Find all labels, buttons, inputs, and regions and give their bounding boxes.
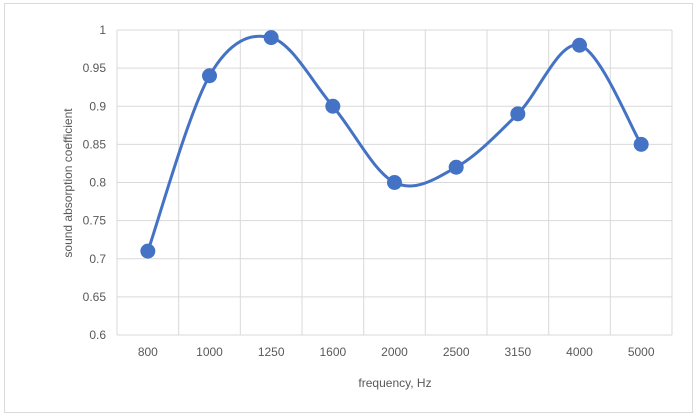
x-tick-label: 2000	[381, 345, 408, 359]
x-tick-label: 1000	[196, 345, 223, 359]
y-tick-labels: 0.6 0.65 0.7 0.75 0.8 0.85 0.9 0.95 1	[83, 23, 107, 342]
chart-frame	[4, 3, 693, 413]
y-tick-label: 0.85	[83, 137, 107, 151]
data-point-2000	[387, 175, 402, 190]
y-tick-label: 0.6	[89, 328, 106, 342]
data-point-800	[140, 243, 156, 259]
y-tick-label: 0.65	[83, 290, 107, 304]
x-tick-label: 800	[138, 345, 158, 359]
x-tick-label: 5000	[628, 345, 655, 359]
x-tick-labels: 800 1000 1250 1600 2000 2500 3150 4000 5000	[138, 345, 655, 359]
x-tick-label: 3150	[504, 345, 531, 359]
data-point-1600	[325, 98, 341, 114]
x-tick-label: 2500	[443, 345, 470, 359]
data-point-5000	[633, 136, 649, 152]
data-point-2500	[448, 159, 464, 175]
gridlines	[116, 29, 673, 336]
y-tick-label: 0.75	[83, 214, 107, 228]
y-axis-title: sound absorption coefficient	[61, 108, 75, 258]
x-tick-label: 1600	[319, 345, 346, 359]
y-tick-label: 1	[99, 23, 106, 37]
data-point-4000	[572, 37, 587, 53]
y-tick-label: 0.7	[89, 252, 106, 266]
data-point-1000	[202, 68, 217, 84]
series-sound-absorption	[140, 30, 649, 259]
data-point-3150	[510, 106, 526, 122]
x-tick-label: 4000	[566, 345, 593, 359]
data-point-1250	[263, 30, 279, 46]
y-tick-label: 0.8	[89, 176, 106, 190]
y-tick-label: 0.9	[89, 99, 106, 113]
x-axis-title: frequency, Hz	[358, 376, 431, 390]
y-tick-label: 0.95	[83, 61, 107, 75]
x-tick-label: 1250	[258, 345, 285, 359]
